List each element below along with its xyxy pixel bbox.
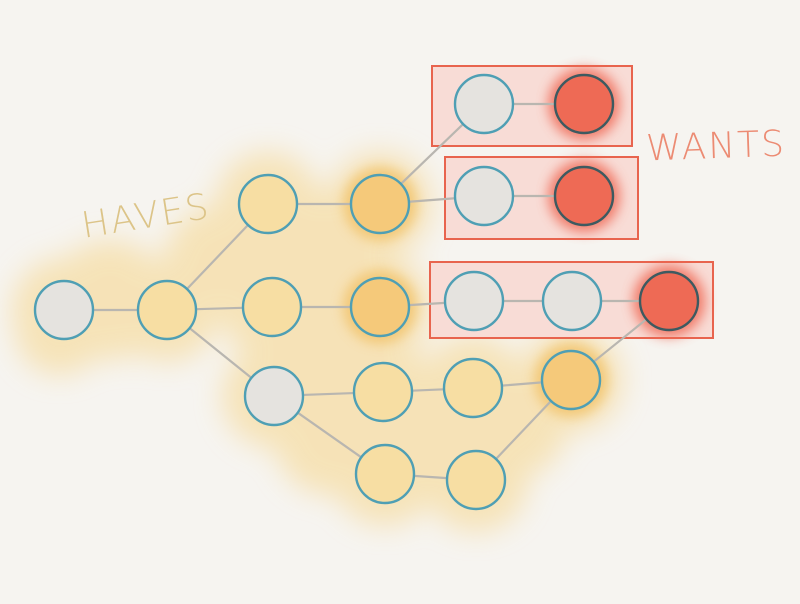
node-have-n9 [243, 278, 301, 336]
node-have-n2 [138, 281, 196, 339]
node-have-n15 [354, 363, 412, 421]
node-have-n19 [447, 451, 505, 509]
edge-n15-n16 [412, 389, 444, 390]
node-want-n6 [555, 75, 613, 133]
node-have-n16 [444, 359, 502, 417]
node-want-n8 [555, 167, 613, 225]
node-have-dark-n10 [351, 278, 409, 336]
node-neutral-n7 [455, 167, 513, 225]
node-have-dark-n4 [351, 175, 409, 233]
wants-label: WANTS [645, 124, 786, 170]
node-neutral-n12 [543, 272, 601, 330]
node-have-n3 [239, 175, 297, 233]
node-want-n13 [640, 272, 698, 330]
node-neutral-n14 [245, 367, 303, 425]
node-neutral-n11 [445, 272, 503, 330]
node-neutral-n1 [35, 281, 93, 339]
node-neutral-n5 [455, 75, 513, 133]
node-have-dark-n17 [542, 351, 600, 409]
edge-n2-n9 [196, 308, 243, 309]
node-have-n18 [356, 445, 414, 503]
